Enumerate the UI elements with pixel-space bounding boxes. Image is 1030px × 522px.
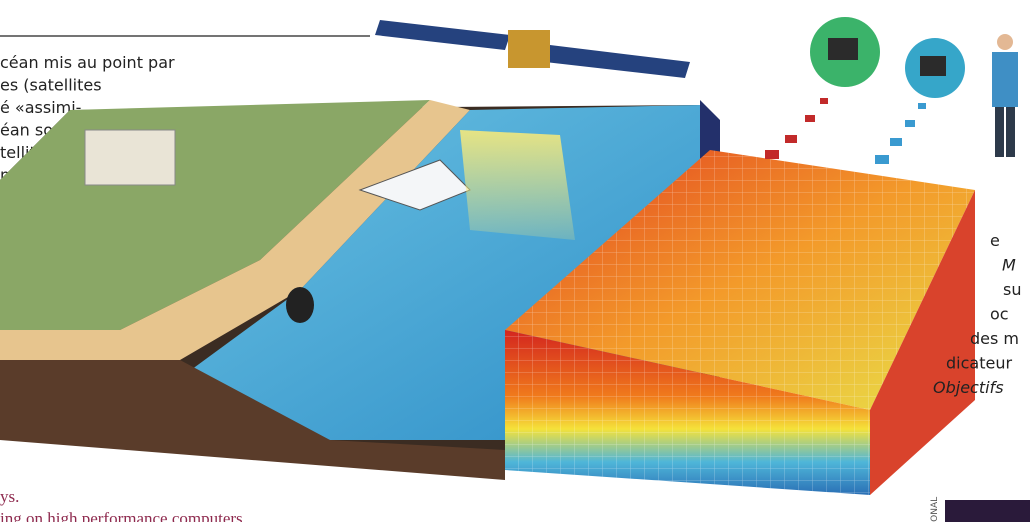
caption-line: ys. xyxy=(0,487,19,506)
caption-line: céan mis au point par xyxy=(0,53,175,72)
caption-line: é «assimi- xyxy=(0,98,81,117)
satellite-beam xyxy=(460,130,575,240)
grid-overlay xyxy=(505,150,975,410)
person xyxy=(992,34,1018,157)
seabed xyxy=(0,360,505,480)
caption-line: ing on high performance computers xyxy=(0,509,243,522)
grid-overlay xyxy=(505,330,870,495)
data-flow-red xyxy=(765,98,828,159)
caption-line: des m xyxy=(970,329,1019,348)
data-flow-blue xyxy=(875,103,926,164)
caption-line: M xyxy=(1002,256,1016,275)
photo-thumbnail xyxy=(945,500,1030,522)
beach xyxy=(0,100,470,360)
caption-line: e xyxy=(990,231,1000,250)
satellite xyxy=(375,20,690,78)
caption-line: es (satellites xyxy=(0,76,102,95)
monitor xyxy=(828,38,858,60)
building xyxy=(84,129,176,186)
buoy xyxy=(286,287,314,323)
caption-line: dicateur xyxy=(946,354,1012,373)
caption-line: su xyxy=(1003,280,1021,299)
model-grid-side xyxy=(870,190,975,495)
caption-line: Objectifs xyxy=(933,378,1004,397)
monitor xyxy=(920,56,946,76)
caption-line: oc xyxy=(990,305,1009,324)
bottom-caption: ys. ing on high performance computers xyxy=(0,487,243,522)
side-label: TIONAL xyxy=(930,497,940,522)
